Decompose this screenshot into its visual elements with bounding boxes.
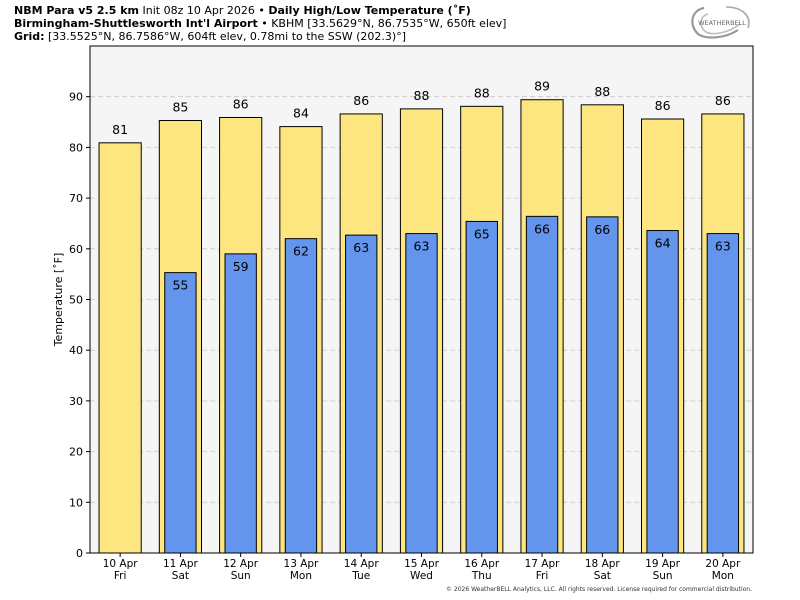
x-tick-date-label: 17 Apr xyxy=(525,558,561,570)
low-temp-bar xyxy=(586,216,619,554)
x-tick-date-label: 16 Apr xyxy=(464,558,500,570)
x-tick-date-label: 19 Apr xyxy=(645,558,681,570)
chart-title: Daily High/Low Temperature (˚F) xyxy=(268,4,471,17)
low-temp-bar xyxy=(646,230,679,554)
logo-text: WEATHERBELL xyxy=(698,19,746,27)
x-tick-weekday-label: Tue xyxy=(351,570,370,582)
x-tick-date-label: 10 Apr xyxy=(103,558,139,570)
x-tick-weekday-label: Thu xyxy=(471,570,492,582)
x-tick-date-label: 12 Apr xyxy=(223,558,259,570)
low-temp-bar xyxy=(164,272,197,554)
low-temp-bar xyxy=(284,238,318,554)
x-tick-weekday-label: Sun xyxy=(231,570,251,582)
chart-header-line-2: Birmingham-Shuttlesworth Int'l Airport •… xyxy=(14,17,506,31)
low-temp-label: 64 xyxy=(655,236,671,251)
x-tick-weekday-label: Sun xyxy=(653,570,673,582)
x-tick-date-label: 18 Apr xyxy=(585,558,621,570)
x-tick-date-label: 14 Apr xyxy=(344,558,380,570)
x-tick-weekday-label: Fri xyxy=(536,570,549,582)
x-tick-date-label: 20 Apr xyxy=(705,558,741,570)
grid-info: [33.5525°N, 86.7586°W, 604ft elev, 0.78m… xyxy=(48,30,406,43)
low-temp-label: 66 xyxy=(534,221,550,236)
y-tick-label: 40 xyxy=(69,344,83,357)
low-temp-label: 62 xyxy=(293,244,309,259)
high-temp-label: 81 xyxy=(112,122,128,137)
grid-label: Grid: xyxy=(14,30,45,43)
high-temp-bar xyxy=(98,142,142,554)
y-tick-label: 50 xyxy=(69,294,83,307)
header-separator: • xyxy=(261,17,268,30)
chart-header-line-1: NBM Para v5 2.5 km Init 08z 10 Apr 2026 … xyxy=(14,4,471,18)
y-tick-label: 0 xyxy=(76,547,83,560)
low-temp-label: 63 xyxy=(414,239,430,254)
high-temp-label: 86 xyxy=(233,96,249,111)
high-temp-label: 88 xyxy=(414,88,430,103)
y-tick-label: 90 xyxy=(69,91,83,104)
x-tick-date-label: 13 Apr xyxy=(284,558,320,570)
y-tick-label: 30 xyxy=(69,395,83,408)
x-tick-weekday-label: Mon xyxy=(290,570,312,582)
swirl-icon xyxy=(691,6,750,39)
chart-header-line-3: Grid: [33.5525°N, 86.7586°W, 604ft elev,… xyxy=(14,30,406,44)
y-axis-ticks: 0 10 20 30 40 50 60 70 80 90 xyxy=(69,91,90,560)
x-tick-weekday-label: Sat xyxy=(594,570,611,582)
low-temp-bar xyxy=(525,215,559,554)
x-tick-date-label: 15 Apr xyxy=(404,558,440,570)
station-info: KBHM [33.5629°N, 86.7535°W, 650ft elev] xyxy=(271,17,507,30)
low-temp-label: 63 xyxy=(715,239,731,254)
y-tick-label: 10 xyxy=(69,496,83,509)
model-name: NBM Para v5 2.5 km xyxy=(14,4,139,17)
y-tick-label: 80 xyxy=(69,141,83,154)
low-temp-label: 55 xyxy=(172,278,188,293)
high-temp-label: 88 xyxy=(474,85,490,100)
low-temp-label: 63 xyxy=(353,240,369,255)
high-temp-label: 89 xyxy=(534,79,550,94)
station-name: Birmingham-Shuttlesworth Int'l Airport xyxy=(14,17,258,30)
y-tick-label: 60 xyxy=(69,243,83,256)
high-temp-label: 86 xyxy=(715,93,731,108)
weatherbell-logo: WEATHERBELL xyxy=(691,6,750,39)
x-tick-weekday-label: Sat xyxy=(172,570,189,582)
high-temp-label: 88 xyxy=(594,84,610,99)
y-tick-label: 70 xyxy=(69,192,83,205)
high-temp-label: 84 xyxy=(293,106,309,121)
header-separator: • xyxy=(258,4,265,17)
low-temp-label: 66 xyxy=(594,222,610,237)
low-temp-bar xyxy=(224,253,257,554)
x-tick-weekday-label: Mon xyxy=(712,570,734,582)
x-tick-weekday-label: Fri xyxy=(114,570,127,582)
high-temp-label: 85 xyxy=(172,100,188,115)
x-tick-weekday-label: Wed xyxy=(410,570,433,582)
low-temp-bar xyxy=(345,234,378,554)
high-temp-label: 86 xyxy=(655,98,671,113)
low-temp-bar xyxy=(706,233,740,554)
bars: 81 85 55 86 59 84 62 86 63 88 63 88 65 89 66 88 66 86 64 86… xyxy=(98,79,745,554)
low-temp-label: 65 xyxy=(474,226,490,241)
low-temp-bar xyxy=(405,233,438,554)
high-temp-label: 86 xyxy=(353,93,369,108)
copyright-notice: © 2026 WeatherBELL Analytics, LLC. All r… xyxy=(446,586,752,593)
x-tick-date-label: 11 Apr xyxy=(163,558,199,570)
plot-frame xyxy=(89,45,754,554)
init-time: Init 08z 10 Apr 2026 xyxy=(142,4,255,17)
y-axis-label: Temperature [˚F] xyxy=(52,253,65,348)
low-temp-bar xyxy=(465,220,498,554)
y-tick-label: 20 xyxy=(69,446,83,459)
low-temp-label: 59 xyxy=(233,259,249,274)
